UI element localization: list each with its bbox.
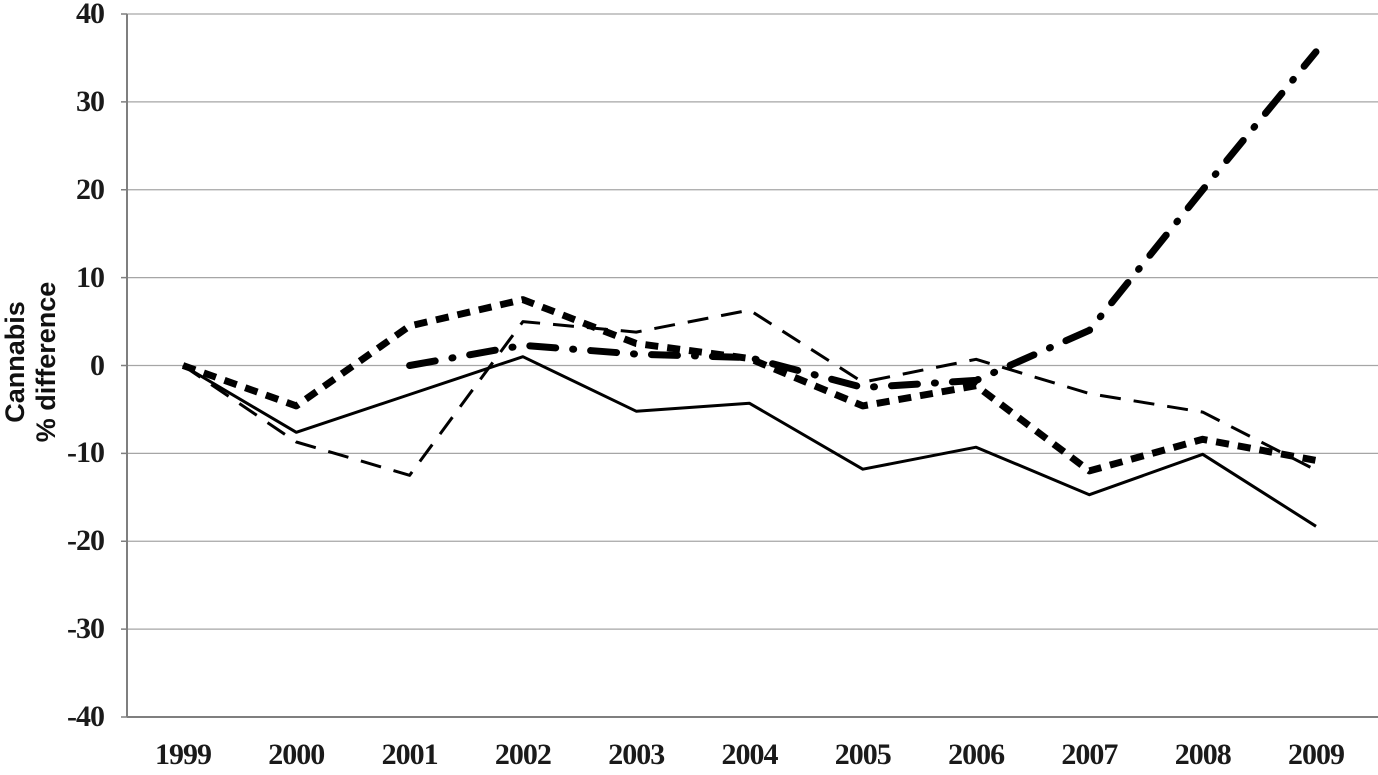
y-tick-label-10: 10	[76, 260, 105, 294]
series-long-dash	[182, 308, 1317, 477]
series-dash-dot	[406, 48, 1320, 391]
x-tick-label-2008: 2008	[1174, 738, 1232, 771]
x-tick-label-2001: 2001	[381, 738, 439, 771]
series-short-dash	[181, 296, 1317, 475]
y-tick-label-40: 40	[76, 0, 105, 30]
y-tick-label--40: -40	[67, 700, 105, 733]
x-tick-label-2005: 2005	[834, 738, 892, 771]
y-tick-label--10: -10	[67, 436, 105, 470]
x-tick-label-1999: 1999	[155, 738, 212, 771]
y-tick-label--20: -20	[67, 524, 105, 558]
x-tick-label-2000: 2000	[268, 738, 325, 771]
y-tick-label-0: 0	[90, 348, 105, 382]
y-tick-label-30: 30	[76, 84, 105, 118]
x-tick-label-2002: 2002	[494, 738, 552, 771]
x-tick-label-2003: 2003	[608, 738, 665, 771]
y-tick-label-20: 20	[76, 172, 105, 206]
series-solid	[182, 355, 1317, 528]
x-tick-label-2009: 2009	[1288, 738, 1345, 771]
x-tick-label-2007: 2007	[1061, 738, 1118, 771]
x-tick-label-2004: 2004	[721, 738, 779, 771]
x-tick-label-2006: 2006	[948, 738, 1005, 771]
y-tick-label--30: -30	[67, 612, 105, 646]
